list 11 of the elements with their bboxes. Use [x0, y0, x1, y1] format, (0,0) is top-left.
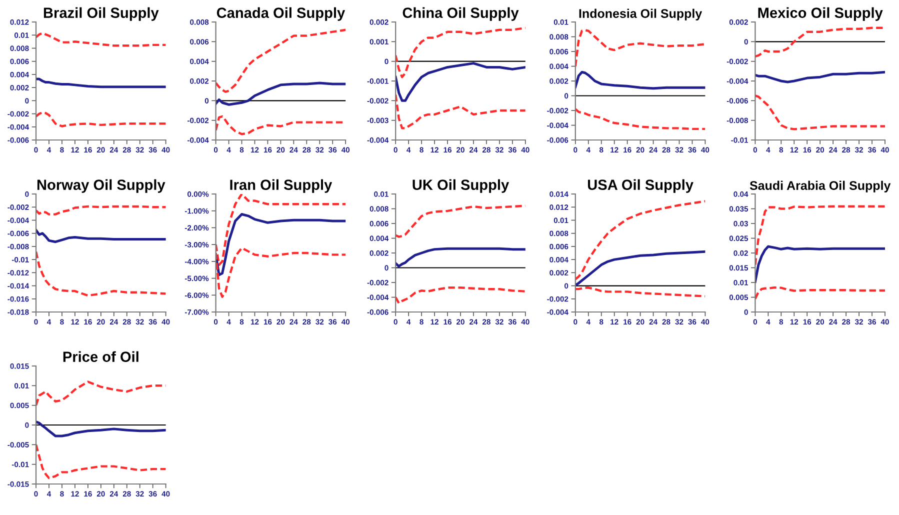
chart-title: Mexico Oil Supply: [758, 7, 883, 21]
chart-title: Brazil Oil Supply: [44, 7, 159, 21]
chart-title: China Oil Supply: [402, 7, 519, 21]
chart-title: Price of Oil: [63, 351, 138, 362]
chart-title: Canada Oil Supply: [216, 7, 346, 21]
chart-title: Iran Oil Supply: [230, 179, 332, 193]
chart-title: USA Oil Supply: [588, 179, 694, 193]
chart-title: UK Oil Supply: [412, 179, 510, 193]
chart-title: Norway Oil Supply: [37, 179, 166, 193]
chart-title: Saudi Arabia Oil Supply: [750, 180, 891, 192]
chart-title: Indonesia Oil Supply: [579, 8, 702, 20]
